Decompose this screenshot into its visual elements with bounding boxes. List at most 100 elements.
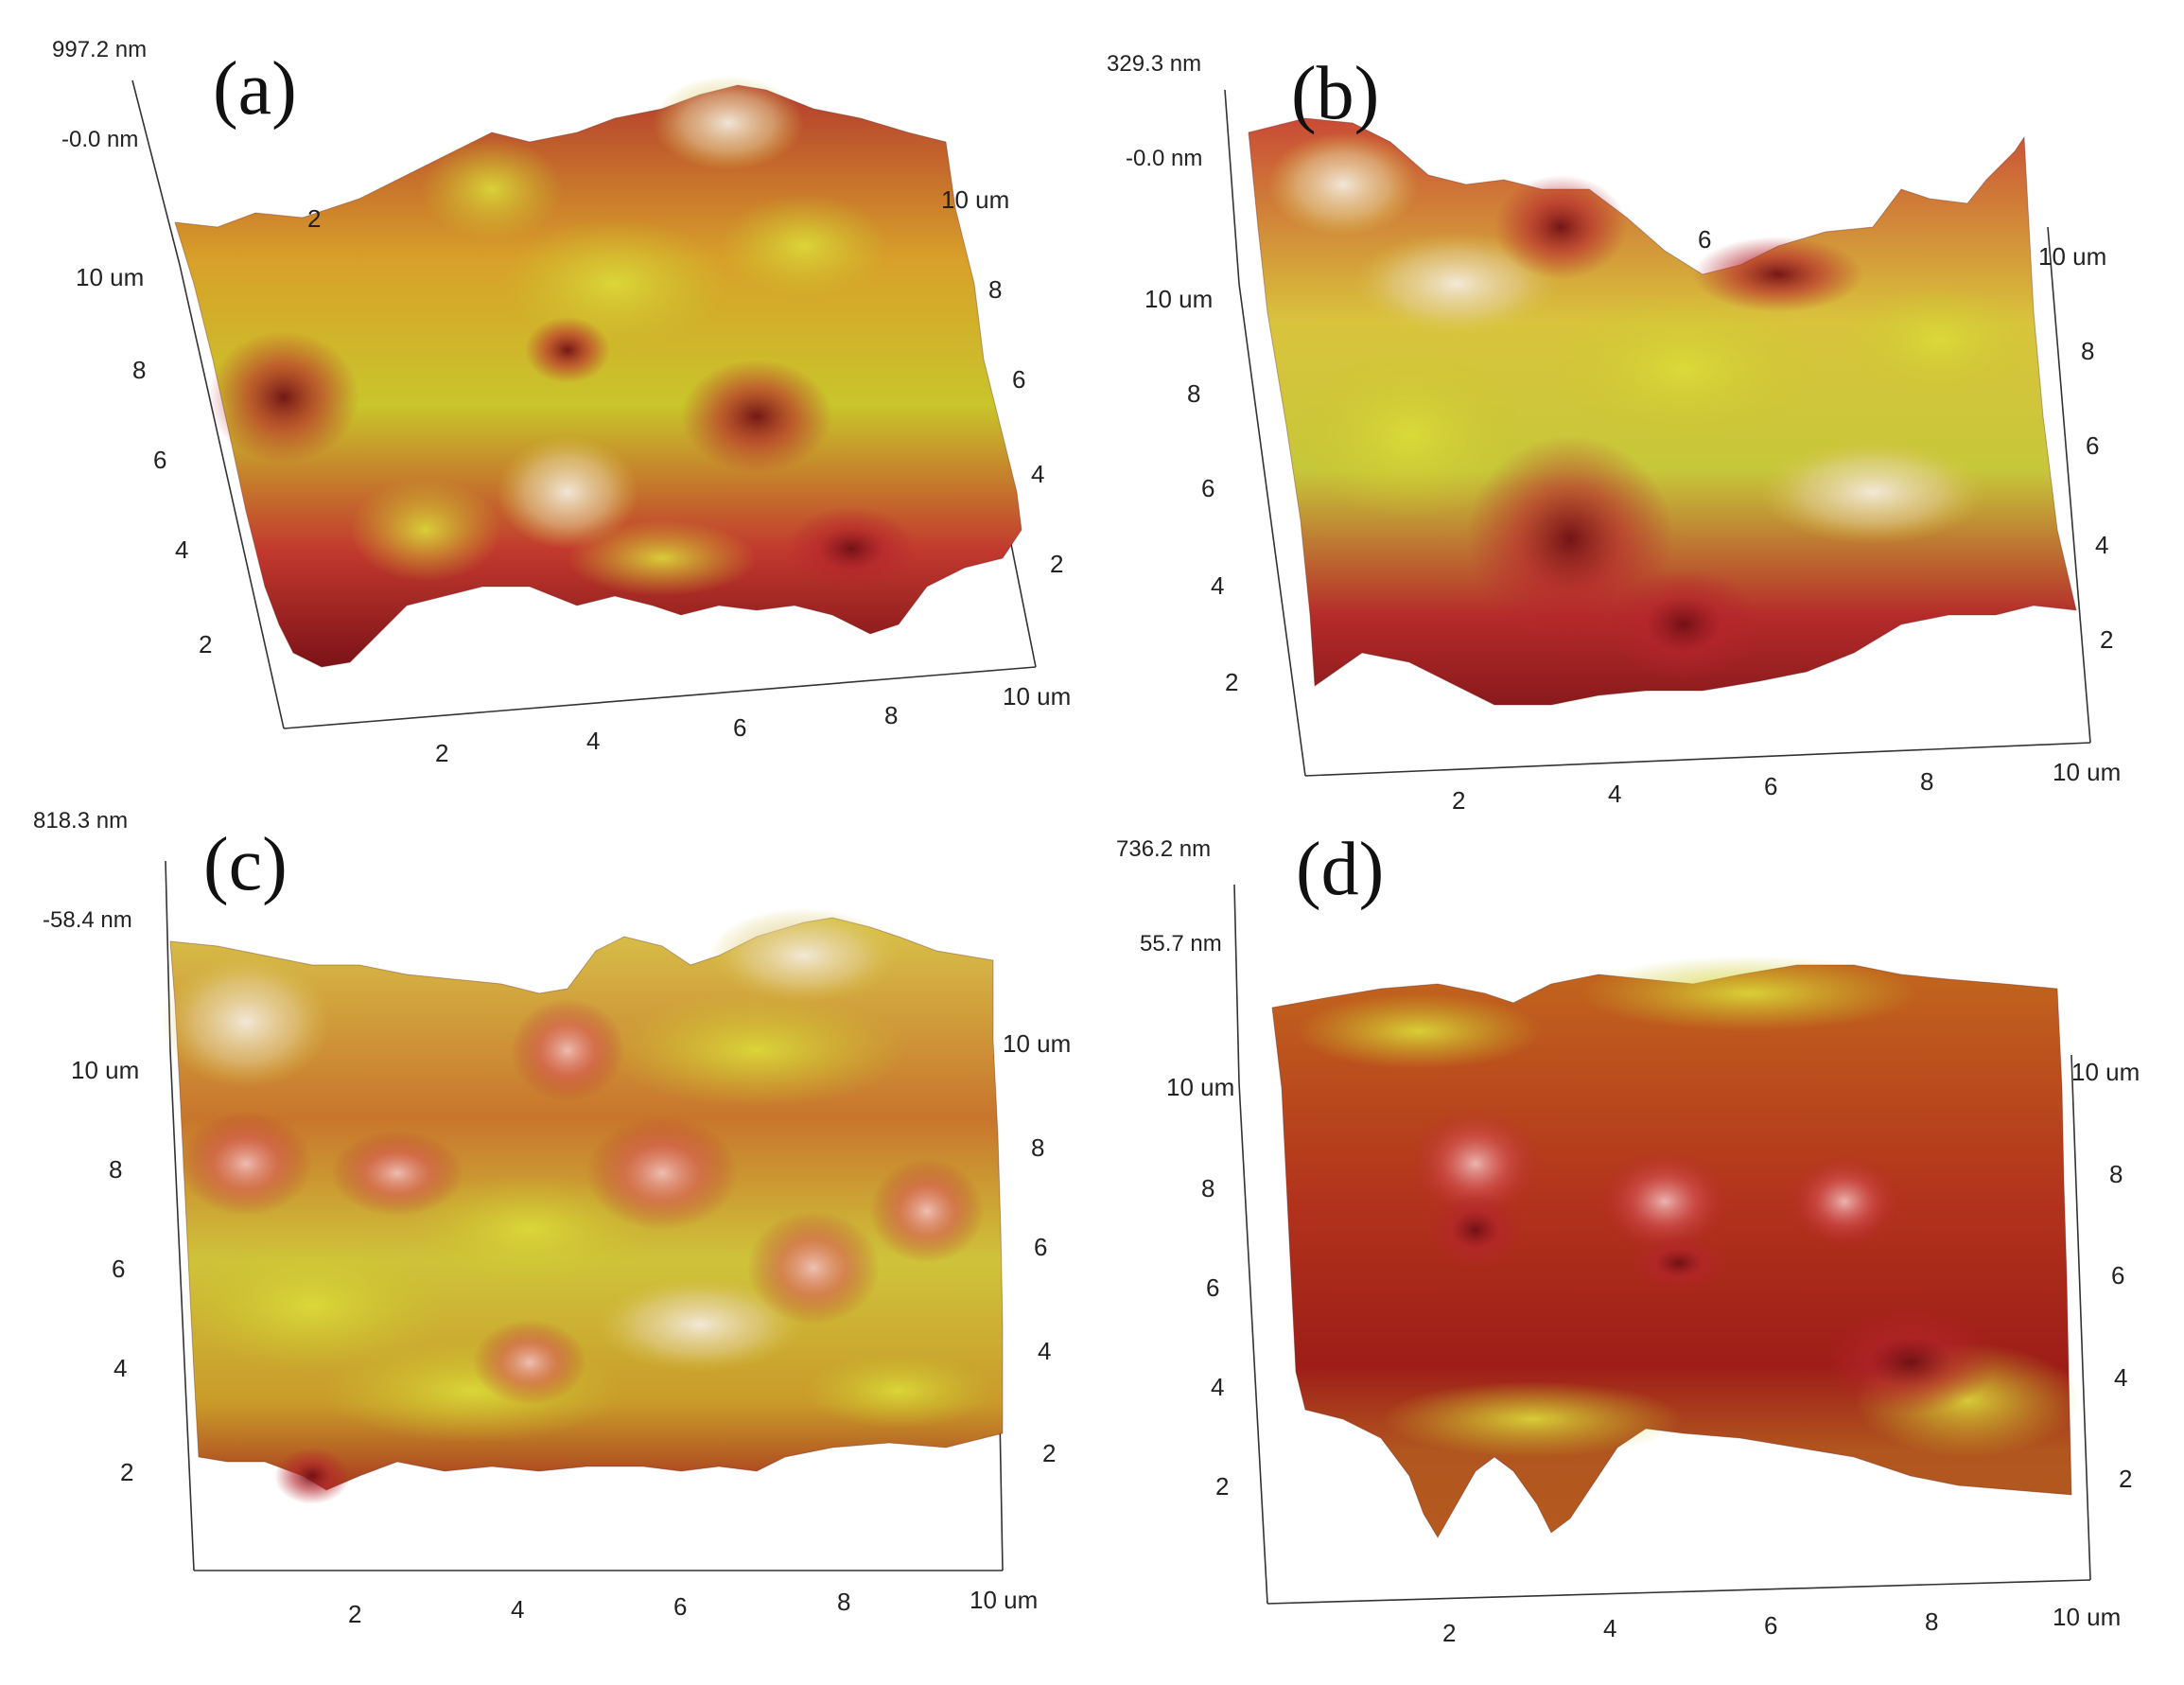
surface-highlight xyxy=(1759,440,1986,544)
surface-highlight xyxy=(1296,993,1542,1069)
surface-pit xyxy=(331,1131,463,1216)
surface-pit xyxy=(274,1448,350,1504)
surface-highlight xyxy=(568,520,757,596)
x-tick-label: 6 xyxy=(733,713,746,742)
z-min-label: 55.7 nm xyxy=(1140,931,1222,957)
z-min-label: -0.0 nm xyxy=(1126,146,1202,171)
panel-label: (b) xyxy=(1291,52,1379,135)
right-tick-label: 10 um xyxy=(1003,1029,1071,1058)
x-tick-label: 10 um xyxy=(2053,758,2121,786)
surface-highlight xyxy=(497,435,638,549)
surface-pit xyxy=(1826,1310,1996,1414)
surface-highlight xyxy=(501,218,728,350)
surface-pit xyxy=(747,1211,880,1325)
surface-pit xyxy=(473,1320,586,1405)
surface-highlight xyxy=(1267,132,1419,237)
x-tick-label: 10 um xyxy=(970,1586,1038,1614)
x-tick-label: 6 xyxy=(1764,1611,1777,1640)
surface-pit xyxy=(1409,1107,1542,1220)
y-tick-label: 2 xyxy=(120,1458,133,1486)
y-tick-label: 4 xyxy=(114,1354,127,1382)
surface-pit xyxy=(785,506,917,591)
x-axis-b xyxy=(1304,742,2091,777)
right-tick-label: 2 xyxy=(2100,625,2113,654)
y-tick-label: 10 um xyxy=(1166,1073,1234,1101)
y-tick-label: 8 xyxy=(1187,379,1200,408)
surface-highlight xyxy=(1296,350,1523,520)
x-tick-label: 8 xyxy=(1925,1607,1938,1636)
panel-b: (b) 329.3 nm -0.0 nm 10 um 8 6 4 2 2 4 6… xyxy=(1107,51,2121,815)
z-max-label: 736.2 nm xyxy=(1116,836,1211,862)
x-tick-label: 4 xyxy=(511,1595,524,1624)
surface-highlight xyxy=(605,993,908,1107)
right-tick-label: 8 xyxy=(2109,1160,2123,1188)
right-tick-label: 10 um xyxy=(2038,242,2106,271)
surface-pit xyxy=(1608,568,1759,681)
x-tick-label: 8 xyxy=(1920,767,1933,796)
y-tick-label: 4 xyxy=(1211,1373,1224,1401)
panel-a: (a) 997.2 nm -0.0 nm 10 um 8 6 4 2 2 4 6… xyxy=(52,37,1071,767)
surface-pit xyxy=(1632,1235,1726,1291)
surface-pit xyxy=(1788,1154,1901,1249)
right-tick-label: 6 xyxy=(2086,431,2099,460)
y-tick-label: 10 um xyxy=(76,263,144,291)
panel-d: (d) 736.2 nm 55.7 nm 10 um 8 6 4 2 2 4 6… xyxy=(1116,828,2140,1647)
y-tick-label: 10 um xyxy=(71,1056,139,1084)
right-tick-label: 6 xyxy=(1034,1233,1047,1261)
x-tick-label: 2 xyxy=(348,1600,361,1628)
y-tick-label: 6 xyxy=(1206,1273,1219,1302)
surface-pit xyxy=(1466,435,1674,643)
z-min-label: -0.0 nm xyxy=(61,127,138,152)
surface-pit xyxy=(681,360,832,473)
x-tick-label: 2 xyxy=(1452,786,1465,815)
surface-pit xyxy=(511,998,624,1102)
y-tick-label: 2 xyxy=(1225,668,1238,696)
z-axis-a xyxy=(131,79,181,266)
z-axis-d xyxy=(1233,884,1240,1084)
surface-highlight xyxy=(596,1277,804,1372)
y-tick-label: 10 um xyxy=(1144,285,1213,313)
surface-highlight xyxy=(1381,1381,1684,1457)
right-tick-label: 4 xyxy=(1031,460,1044,488)
y-axis-b xyxy=(1238,283,1306,777)
surface-pit xyxy=(586,1116,738,1230)
y-tick-label: 6 xyxy=(1201,474,1214,502)
surface-pit xyxy=(870,1159,984,1263)
right-tick-label: 6 xyxy=(2111,1261,2124,1290)
y-tick-label: 6 xyxy=(153,446,166,474)
x-axis-a xyxy=(283,666,1037,729)
panel-c: (c) 818.3 nm -58.4 nm 10 um 8 6 4 2 2 4 … xyxy=(33,808,1071,1628)
y-tick-label: 4 xyxy=(1211,571,1224,600)
y-tick-label: 2 xyxy=(199,630,212,658)
right-tick-label: 4 xyxy=(1038,1337,1051,1365)
surface-pit xyxy=(1428,1192,1523,1268)
right-tick-label: 8 xyxy=(2081,337,2094,365)
y-tick-label: 8 xyxy=(1201,1174,1214,1202)
right-axis-d xyxy=(2070,1054,2091,1581)
x-tick-label: 10 um xyxy=(2053,1603,2121,1631)
surface-pit xyxy=(525,317,610,383)
y-tick-label: 8 xyxy=(109,1155,122,1184)
surface-highlight xyxy=(804,1353,993,1429)
y-axis-d xyxy=(1238,1082,1268,1605)
y-axis-a xyxy=(179,264,285,729)
surface-highlight xyxy=(1580,956,1920,1031)
right-axis-b xyxy=(2047,226,2091,744)
z-min-label: -58.4 nm xyxy=(43,907,132,933)
z-max-label: 997.2 nm xyxy=(52,37,147,62)
surface-pit xyxy=(208,331,359,464)
right-tick-label: 10 um xyxy=(941,185,1009,214)
surface-pit xyxy=(1599,1150,1731,1254)
panel-label: (d) xyxy=(1296,828,1384,911)
x-tick-label: 2 xyxy=(1442,1619,1456,1647)
x-tick-label: 8 xyxy=(837,1588,850,1616)
x-tick-label: 4 xyxy=(1603,1614,1616,1642)
surface-highlight xyxy=(180,1239,445,1372)
x-tick-label: 4 xyxy=(1608,780,1621,808)
x-tick-label: 8 xyxy=(884,701,898,729)
surface-highlight xyxy=(407,1173,653,1287)
y-tick-label: 8 xyxy=(132,356,146,384)
surface-pit xyxy=(1693,237,1863,312)
right-tick-label: 10 um xyxy=(2071,1058,2140,1086)
